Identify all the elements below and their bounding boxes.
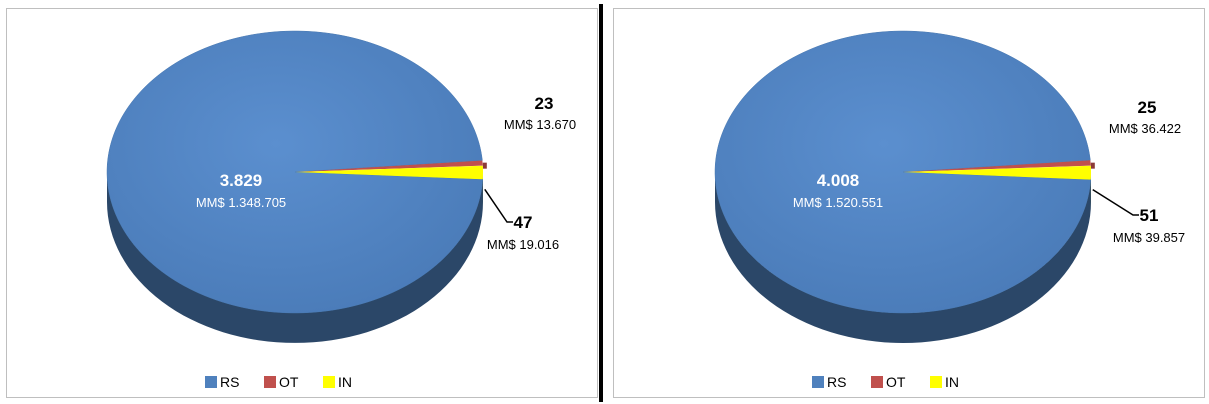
legend-label-in: IN: [945, 374, 959, 390]
pie-slice-rs: [714, 30, 1091, 314]
data-label-amount-in: MM$ 39.857: [1113, 230, 1185, 245]
panel-divider: [599, 4, 603, 402]
data-label-count-in: 51: [1140, 206, 1159, 225]
legend-swatch-in: [930, 376, 942, 388]
legend-label-rs: RS: [827, 374, 846, 390]
pie-chart-left: 3.829 MM$ 1.348.705 23 MM$ 13.670 47 MM$ 19.0…: [106, 30, 576, 390]
legend-swatch-ot: [871, 376, 883, 388]
data-label-count-rs: 3.829: [220, 171, 263, 190]
pie-slice-rs: [106, 30, 484, 314]
legend-label-rs: RS: [220, 374, 239, 390]
data-label-amount-ot: MM$ 13.670: [504, 117, 576, 132]
legend-swatch-rs: [812, 376, 824, 388]
pie-edge-ot: [482, 162, 487, 169]
leader-line-in: [1092, 189, 1139, 216]
legend-swatch-ot: [264, 376, 276, 388]
legend-label-ot: OT: [279, 374, 299, 390]
pie-chart-panel-left: 3.829 MM$ 1.348.705 23 MM$ 13.670 47 MM$ 19.0…: [6, 8, 598, 398]
pie-slice-ot: [903, 160, 1091, 172]
pie-slice-in: [903, 165, 1091, 180]
data-label-count-rs: 4.008: [817, 171, 860, 190]
data-label-amount-ot: MM$ 36.422: [1109, 121, 1181, 136]
pie-chart-panel-right: 4.008 MM$ 1.520.551 25 MM$ 36.422 51 MM$ 39.8…: [613, 8, 1205, 398]
data-label-amount-rs: MM$ 1.520.551: [793, 195, 883, 210]
data-label-amount-in: MM$ 19.016: [487, 237, 559, 252]
data-label-count-ot: 25: [1138, 98, 1157, 117]
data-label-count-ot: 23: [535, 94, 554, 113]
legend-swatch-rs: [205, 376, 217, 388]
legend-label-ot: OT: [886, 374, 906, 390]
leader-line-in: [484, 188, 513, 223]
data-label-count-in: 47: [514, 213, 533, 232]
pie-slice-ot: [295, 160, 483, 172]
data-label-amount-rs: MM$ 1.348.705: [196, 195, 286, 210]
pie-side-wall-rs: [107, 172, 483, 343]
pie-edge-ot: [1090, 162, 1095, 169]
legend-swatch-in: [323, 376, 335, 388]
pie-slice-in: [295, 165, 483, 180]
pie-chart-right: 4.008 MM$ 1.520.551 25 MM$ 36.422 51 MM$ 39.8…: [714, 30, 1185, 390]
legend-label-in: IN: [338, 374, 352, 390]
pie-side-wall-rs: [715, 172, 1091, 343]
